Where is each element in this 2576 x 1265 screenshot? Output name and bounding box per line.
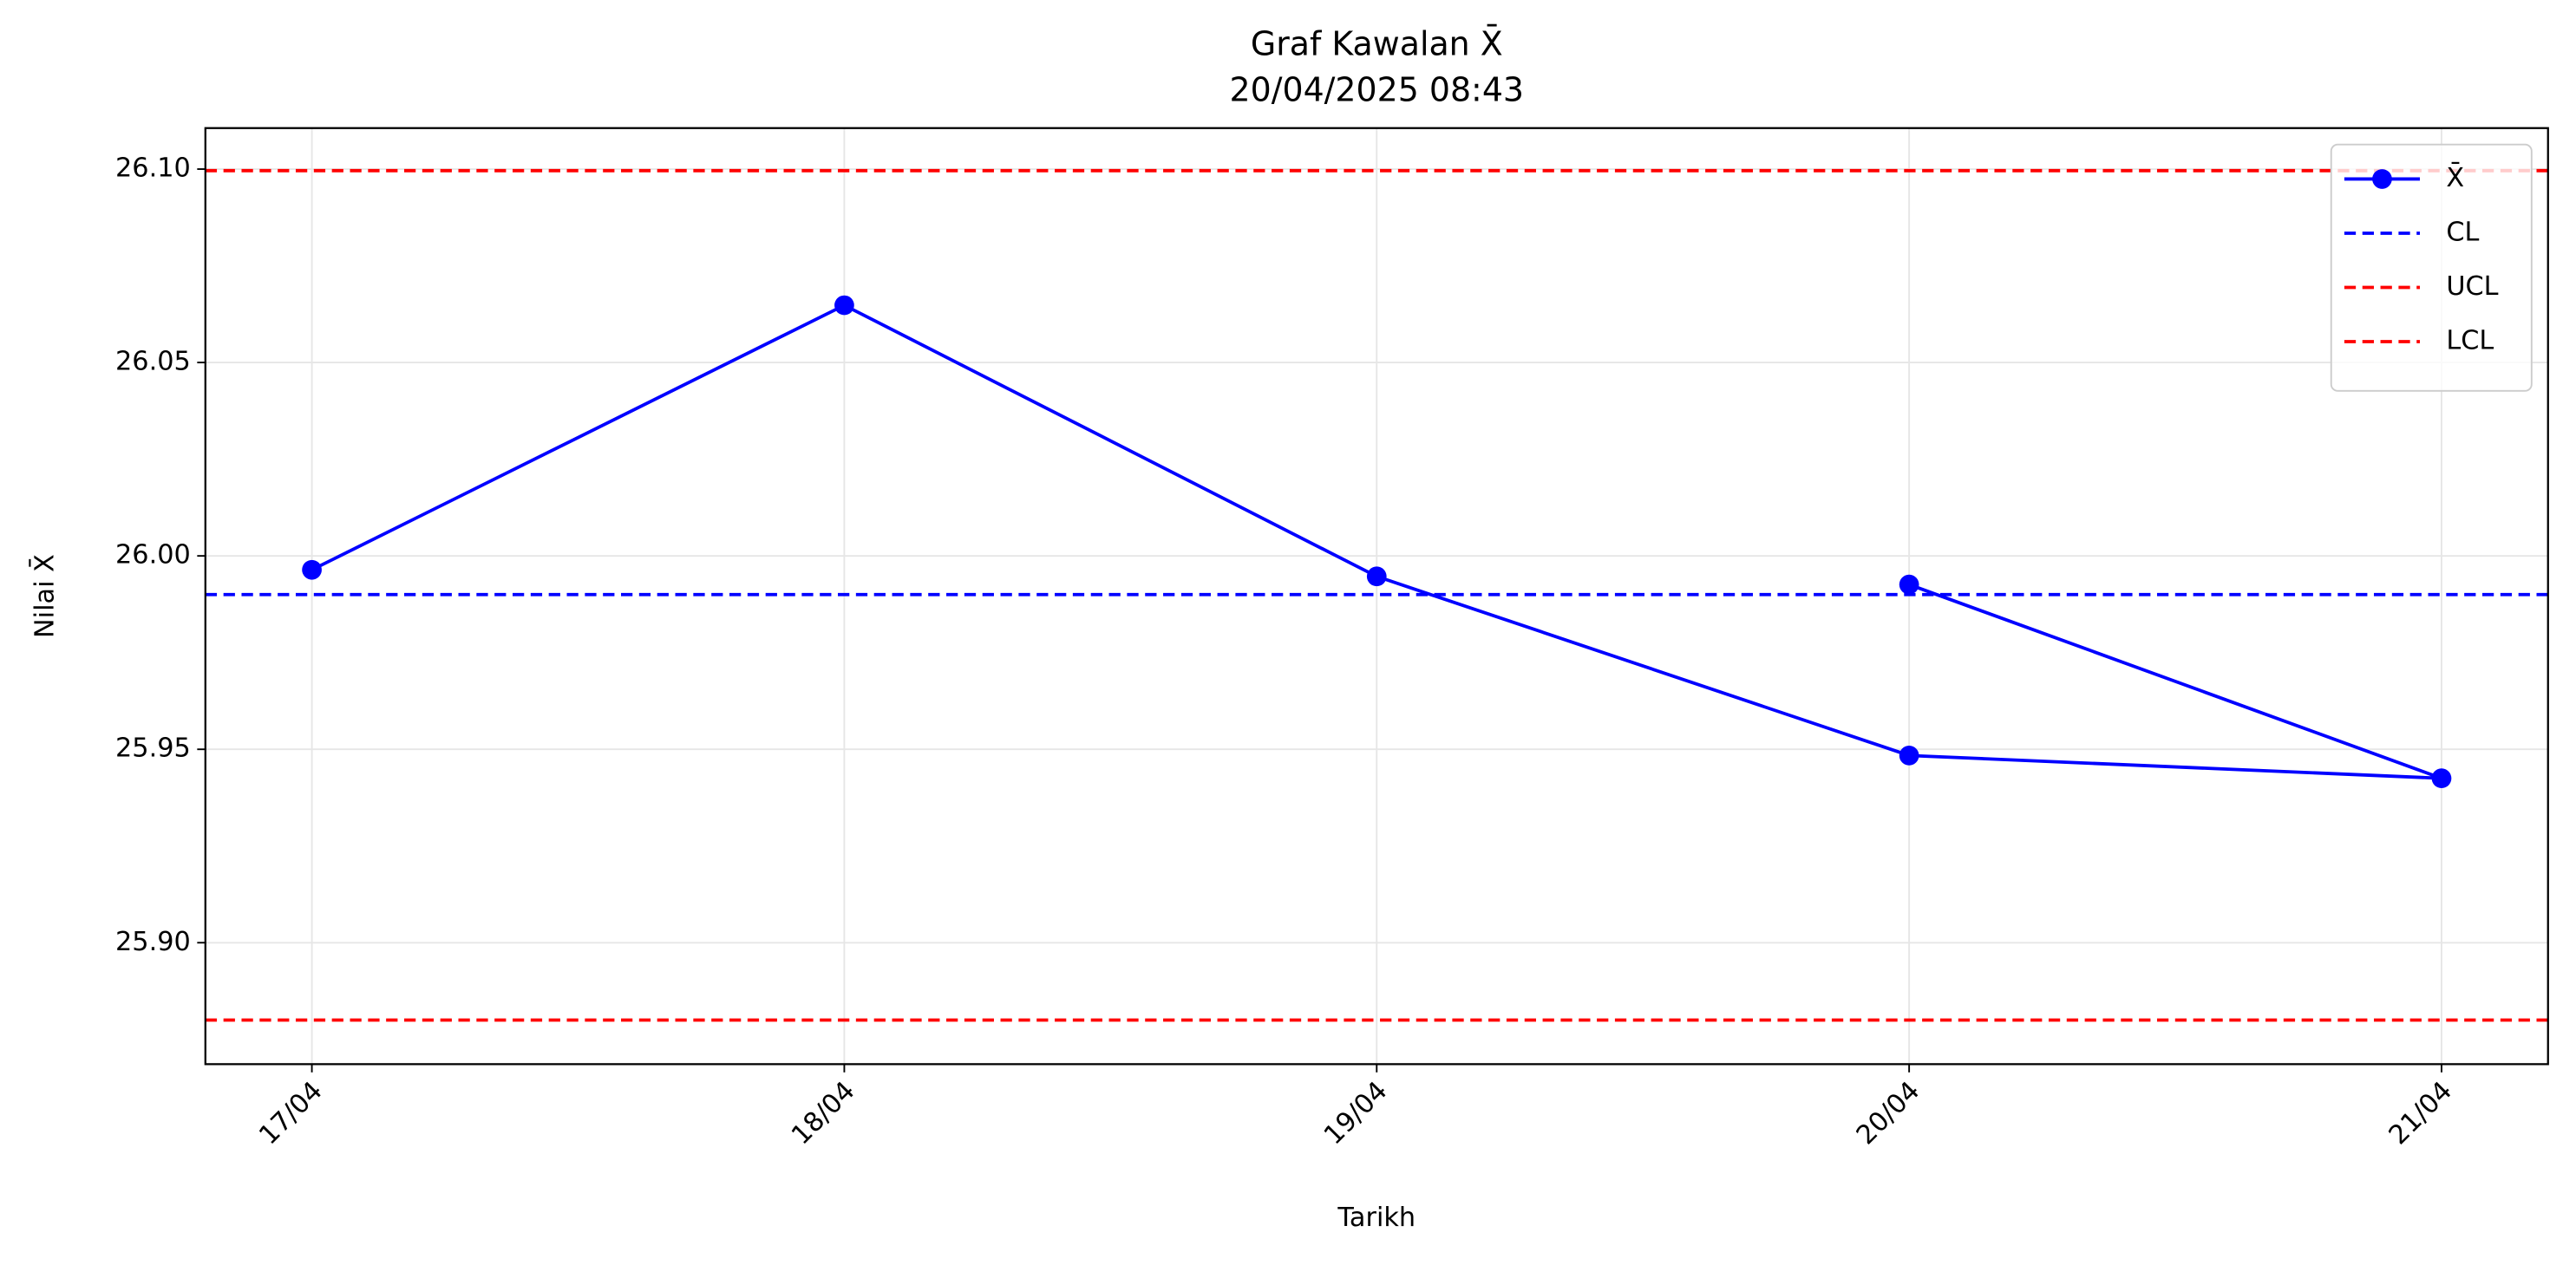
y-tick-label: 25.95 xyxy=(115,734,191,764)
x-tick-label: 21/04 xyxy=(2383,1076,2458,1151)
y-tick-label: 25.90 xyxy=(115,927,191,957)
x-axis-label: Tarikh xyxy=(1337,1203,1415,1233)
data-point xyxy=(1366,566,1387,587)
legend-label: CL xyxy=(2446,217,2479,247)
chart-subtitle: 20/04/2025 08:43 xyxy=(1230,71,1525,109)
data-point xyxy=(2431,768,2452,789)
x-tick-label: 18/04 xyxy=(786,1076,860,1151)
legend-label: UCL xyxy=(2446,271,2498,302)
legend-marker xyxy=(2372,169,2392,189)
data-point xyxy=(834,295,854,316)
x-tick-label: 19/04 xyxy=(1318,1076,1393,1151)
data-point xyxy=(302,559,322,580)
data-point xyxy=(1899,745,1919,766)
data-point xyxy=(1899,574,1919,595)
y-tick-label: 26.00 xyxy=(115,540,191,571)
chart-title: Graf Kawalan X̄ xyxy=(1251,25,1503,63)
data-line xyxy=(311,303,2442,780)
x-tick-label: 20/04 xyxy=(1851,1076,1925,1151)
legend-label: LCL xyxy=(2446,325,2494,355)
legend-box xyxy=(2330,143,2533,392)
y-axis-label: Nilai X̄ xyxy=(29,554,61,638)
legend-label: X̄ xyxy=(2446,161,2464,193)
y-tick-label: 26.05 xyxy=(115,347,191,377)
plot-frame xyxy=(204,127,2549,1066)
x-tick-label: 17/04 xyxy=(253,1076,328,1151)
y-tick-label: 26.10 xyxy=(115,153,191,184)
